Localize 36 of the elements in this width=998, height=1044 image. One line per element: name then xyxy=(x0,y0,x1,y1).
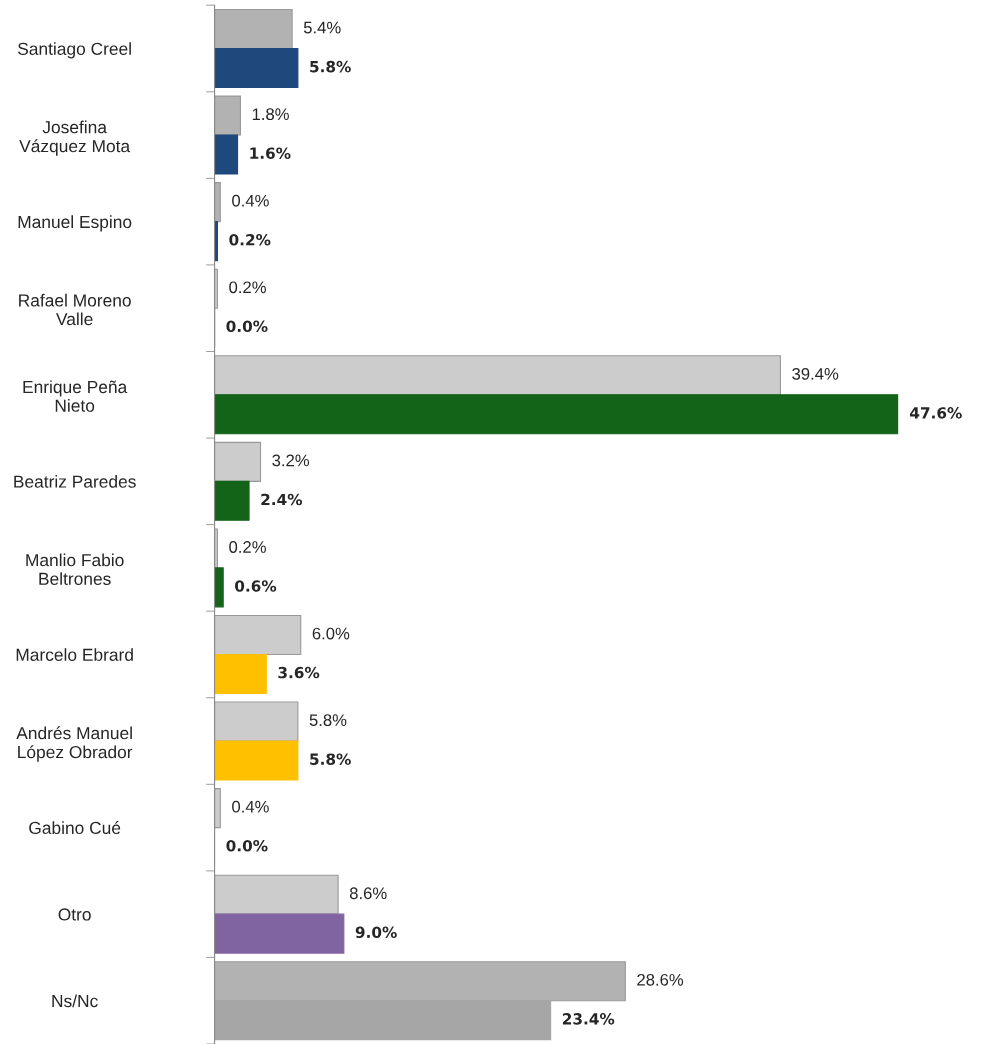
data-label: 0.6% xyxy=(235,580,277,592)
data-label: 8.6% xyxy=(349,887,387,900)
data-label: 0.0% xyxy=(226,320,268,333)
data-label: 5.8% xyxy=(310,60,351,73)
y-tick-label: Gabino Cué xyxy=(29,821,121,835)
data-label: 28.6% xyxy=(637,973,684,986)
y-tick-label: Josefina Vázquez Mota xyxy=(19,120,131,156)
data-label: 1.8% xyxy=(252,108,289,121)
data-label: 5.4% xyxy=(303,21,341,34)
data-label: 6.0% xyxy=(312,627,350,640)
y-tick-label: Manuel Espino xyxy=(18,215,132,232)
data-label: 39.4% xyxy=(792,367,839,380)
data-label: 3.2% xyxy=(272,454,310,467)
data-label: 0.2% xyxy=(229,281,266,294)
data-label: 47.6% xyxy=(910,407,962,419)
data-label: 3.6% xyxy=(278,666,320,679)
data-label: 5.8% xyxy=(309,714,347,727)
y-tick-label: Otro xyxy=(58,908,91,921)
data-label: 0.2% xyxy=(229,233,271,246)
y-tick-label: Andrés Manuel López Obrador xyxy=(16,726,133,762)
data-label: 2.4% xyxy=(261,493,303,506)
data-label: 0.2% xyxy=(229,541,266,553)
data-label: 1.6% xyxy=(250,147,291,159)
y-tick-label: Rafael Moreno Valle xyxy=(19,293,131,326)
y-tick-label: Enrique Peña Nieto xyxy=(23,380,128,412)
y-tick-label: Ns/Nc xyxy=(52,994,98,1008)
y-tick-label: Marcelo Ebrard xyxy=(16,648,133,661)
data-label: 23.4% xyxy=(562,1013,615,1025)
y-tick-label: Beatriz Paredes xyxy=(14,475,136,488)
data-label: 0.4% xyxy=(232,800,269,813)
data-label: 0.4% xyxy=(232,194,269,207)
data-label: 5.8% xyxy=(310,753,351,765)
data-label: 9.0% xyxy=(355,926,397,939)
y-tick-label: Manlio Fabio Beltrones xyxy=(26,553,124,585)
data-label: 0.0% xyxy=(226,839,268,852)
y-tick-label: Santiago Creel xyxy=(18,42,131,59)
